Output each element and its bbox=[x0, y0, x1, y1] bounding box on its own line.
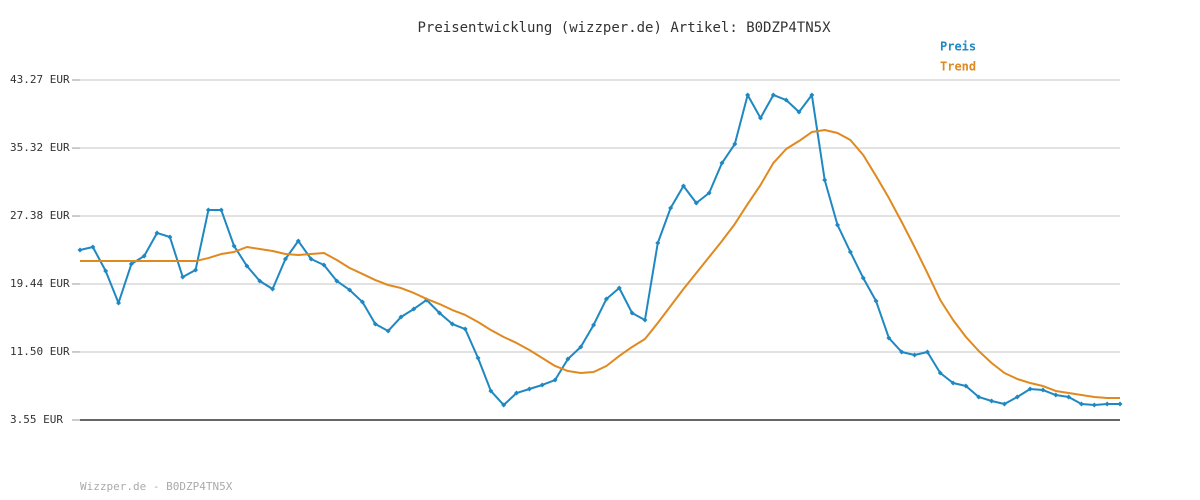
marker bbox=[912, 352, 918, 358]
marker bbox=[552, 377, 558, 383]
y-tick-label: 3.55 EUR bbox=[10, 413, 63, 426]
marker bbox=[796, 109, 802, 115]
marker bbox=[77, 247, 83, 253]
marker bbox=[359, 299, 365, 305]
marker bbox=[90, 244, 96, 250]
marker bbox=[398, 314, 404, 320]
marker bbox=[385, 328, 391, 334]
marker bbox=[899, 349, 905, 355]
legend-entry: Trend bbox=[940, 60, 976, 74]
marker bbox=[141, 253, 147, 259]
marker bbox=[257, 278, 263, 284]
marker bbox=[937, 370, 943, 376]
marker bbox=[372, 321, 378, 327]
marker bbox=[462, 326, 468, 332]
marker bbox=[629, 310, 635, 316]
marker bbox=[1117, 401, 1123, 407]
y-tick-label: 19.44 EUR bbox=[10, 277, 70, 290]
marker bbox=[719, 160, 725, 166]
marker bbox=[668, 205, 674, 211]
marker bbox=[642, 317, 648, 323]
marker bbox=[732, 141, 738, 147]
marker bbox=[231, 243, 237, 249]
marker bbox=[822, 177, 828, 183]
legend-entry: Preis bbox=[940, 40, 976, 54]
marker bbox=[193, 267, 199, 273]
marker bbox=[539, 382, 545, 388]
marker bbox=[154, 230, 160, 236]
marker bbox=[603, 296, 609, 302]
line-1 bbox=[80, 128, 1120, 400]
marker bbox=[1078, 401, 1084, 407]
marker bbox=[616, 285, 622, 291]
marker bbox=[680, 183, 686, 189]
marker bbox=[860, 275, 866, 281]
marker bbox=[205, 207, 211, 213]
marker bbox=[180, 274, 186, 280]
marker bbox=[347, 287, 353, 293]
marker bbox=[565, 356, 571, 362]
marker bbox=[770, 92, 776, 98]
marker bbox=[693, 200, 699, 206]
marker bbox=[1091, 402, 1097, 408]
marker bbox=[116, 300, 122, 306]
marker bbox=[218, 207, 224, 213]
marker bbox=[809, 92, 815, 98]
marker bbox=[835, 222, 841, 228]
marker bbox=[411, 306, 417, 312]
marker bbox=[976, 394, 982, 400]
marker bbox=[167, 234, 173, 240]
marker bbox=[745, 92, 751, 98]
marker bbox=[578, 344, 584, 350]
marker bbox=[873, 298, 879, 304]
line-0 bbox=[79, 93, 1120, 407]
marker bbox=[244, 263, 250, 269]
marker bbox=[989, 398, 995, 404]
marker bbox=[270, 286, 276, 292]
chart-title: Preisentwicklung (wizzper.de) Artikel: B… bbox=[417, 20, 831, 36]
marker bbox=[295, 238, 301, 244]
marker bbox=[1027, 386, 1033, 392]
marker bbox=[282, 256, 288, 262]
marker bbox=[103, 268, 109, 274]
marker bbox=[334, 278, 340, 284]
marker bbox=[963, 383, 969, 389]
marker bbox=[924, 349, 930, 355]
footer: Wizzper.de - B0DZP4TN5X bbox=[80, 480, 233, 493]
marker bbox=[1066, 394, 1072, 400]
marker bbox=[449, 321, 455, 327]
marker bbox=[1040, 387, 1046, 393]
marker bbox=[757, 115, 763, 121]
marker bbox=[437, 310, 443, 316]
marker bbox=[501, 402, 507, 408]
y-tick-label: 11.50 EUR bbox=[10, 345, 70, 358]
marker bbox=[321, 262, 327, 268]
marker bbox=[475, 355, 481, 361]
marker bbox=[655, 240, 661, 246]
marker bbox=[488, 388, 494, 394]
marker bbox=[950, 380, 956, 386]
y-tick-label: 43.27 EUR bbox=[10, 73, 70, 86]
y-tick-label: 27.38 EUR bbox=[10, 209, 70, 222]
marker bbox=[1104, 401, 1110, 407]
marker bbox=[308, 256, 314, 262]
marker bbox=[1053, 392, 1059, 398]
marker bbox=[591, 322, 597, 328]
marker bbox=[1014, 394, 1020, 400]
y-tick-label: 35.32 EUR bbox=[10, 141, 70, 154]
marker bbox=[514, 390, 520, 396]
marker bbox=[706, 190, 712, 196]
marker bbox=[783, 97, 789, 103]
marker bbox=[128, 261, 134, 267]
marker bbox=[1001, 401, 1007, 407]
marker bbox=[886, 335, 892, 341]
marker bbox=[847, 249, 853, 255]
marker bbox=[526, 386, 532, 392]
